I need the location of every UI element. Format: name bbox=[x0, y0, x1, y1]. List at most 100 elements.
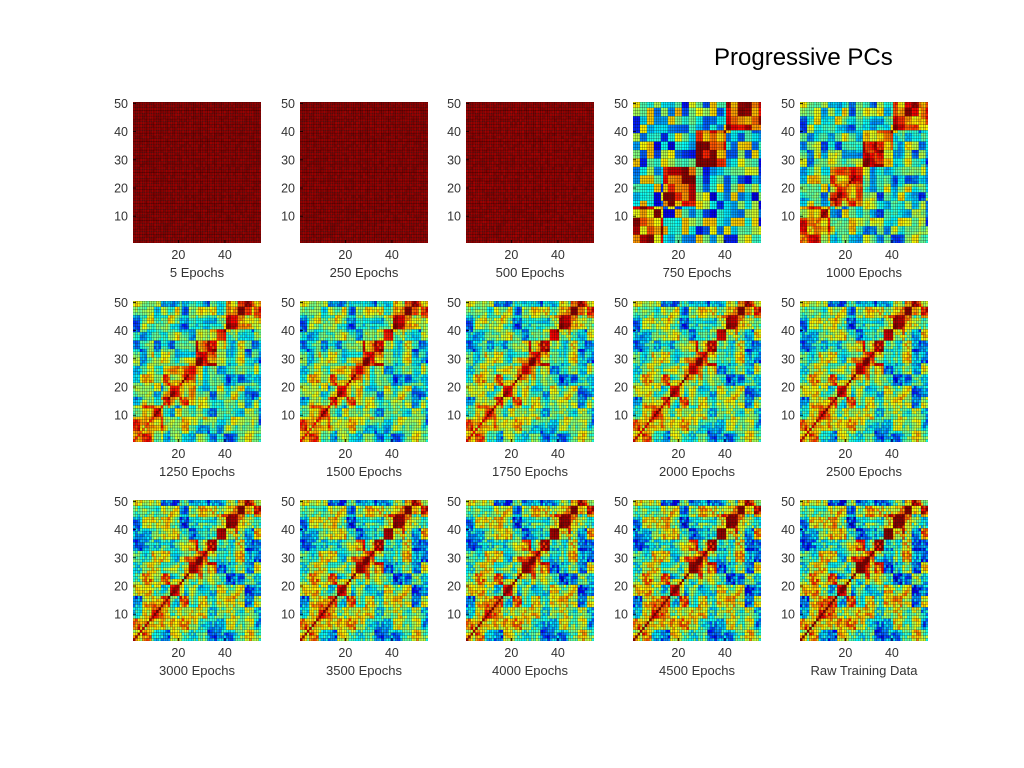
y-tick-label: 50 bbox=[114, 97, 128, 111]
heatmap-cells bbox=[800, 500, 928, 641]
y-tick-label: 20 bbox=[281, 182, 295, 196]
x-tick-label: 20 bbox=[171, 447, 185, 461]
heatmap-panel: 10 20 30 40 50 20 40 4500 Epochs bbox=[614, 495, 761, 678]
panel-caption: 1000 Epochs bbox=[826, 265, 902, 280]
x-tick-label: 20 bbox=[171, 646, 185, 660]
y-tick-label: 40 bbox=[781, 523, 795, 537]
y-tick-label: 30 bbox=[614, 153, 628, 167]
panel-caption: 1250 Epochs bbox=[159, 464, 235, 479]
y-tick-label: 10 bbox=[114, 210, 128, 224]
y-tick-label: 30 bbox=[614, 551, 628, 565]
y-tick-label: 40 bbox=[614, 324, 628, 338]
y-tick-label: 20 bbox=[781, 580, 795, 594]
heatmap-panel: 10 20 30 40 50 20 40 Raw Training Data bbox=[781, 495, 928, 678]
y-tick-label: 10 bbox=[114, 409, 128, 423]
y-tick-label: 40 bbox=[114, 324, 128, 338]
y-tick-label: 10 bbox=[614, 409, 628, 423]
y-tick-label: 50 bbox=[114, 296, 128, 310]
x-tick-label: 40 bbox=[218, 447, 232, 461]
y-tick-label: 50 bbox=[114, 495, 128, 509]
y-tick-label: 50 bbox=[614, 495, 628, 509]
y-tick-label: 20 bbox=[447, 381, 461, 395]
panel-caption: 1500 Epochs bbox=[326, 464, 402, 479]
x-tick-label: 20 bbox=[504, 447, 518, 461]
x-tick-label: 40 bbox=[551, 646, 565, 660]
y-tick-label: 40 bbox=[114, 523, 128, 537]
y-tick-label: 30 bbox=[114, 153, 128, 167]
y-tick-label: 20 bbox=[281, 381, 295, 395]
x-tick-label: 20 bbox=[838, 646, 852, 660]
y-tick-label: 40 bbox=[781, 125, 795, 139]
y-tick-label: 50 bbox=[781, 97, 795, 111]
panel-caption: 500 Epochs bbox=[496, 265, 565, 280]
x-tick-label: 40 bbox=[551, 248, 565, 262]
x-tick-label: 20 bbox=[671, 646, 685, 660]
x-tick-label: 20 bbox=[504, 248, 518, 262]
y-tick-label: 20 bbox=[114, 381, 128, 395]
y-tick-label: 10 bbox=[614, 608, 628, 622]
y-tick-label: 20 bbox=[614, 580, 628, 594]
y-tick-label: 30 bbox=[447, 153, 461, 167]
x-tick-label: 40 bbox=[718, 248, 732, 262]
heatmap-cells bbox=[133, 301, 261, 442]
panel-caption: 2000 Epochs bbox=[659, 464, 735, 479]
y-tick-label: 30 bbox=[281, 153, 295, 167]
y-tick-label: 40 bbox=[281, 125, 295, 139]
y-tick-label: 50 bbox=[781, 296, 795, 310]
heatmap-cells bbox=[300, 102, 428, 243]
heatmap-panel: 10 20 30 40 50 20 40 1500 Epochs bbox=[281, 296, 428, 479]
heatmap-cells bbox=[466, 102, 594, 243]
y-tick-label: 50 bbox=[614, 97, 628, 111]
y-tick-label: 10 bbox=[781, 608, 795, 622]
heatmap-cells bbox=[133, 500, 261, 641]
y-tick-label: 10 bbox=[781, 210, 795, 224]
y-tick-label: 20 bbox=[114, 580, 128, 594]
y-tick-label: 20 bbox=[281, 580, 295, 594]
y-tick-label: 20 bbox=[781, 182, 795, 196]
heatmap-cells bbox=[633, 102, 761, 243]
heatmap-cells bbox=[466, 500, 594, 641]
y-tick-label: 50 bbox=[614, 296, 628, 310]
x-tick-label: 40 bbox=[385, 646, 399, 660]
panel-caption: Raw Training Data bbox=[811, 663, 919, 678]
x-tick-label: 40 bbox=[218, 646, 232, 660]
heatmap-panel: 10 20 30 40 50 20 40 3000 Epochs bbox=[114, 495, 261, 678]
heatmap-panel: 10 20 30 40 50 20 40 2000 Epochs bbox=[614, 296, 761, 479]
panel-caption: 3500 Epochs bbox=[326, 663, 402, 678]
x-tick-label: 20 bbox=[671, 248, 685, 262]
x-tick-label: 20 bbox=[838, 447, 852, 461]
x-tick-label: 40 bbox=[885, 447, 899, 461]
y-tick-label: 10 bbox=[781, 409, 795, 423]
y-tick-label: 10 bbox=[114, 608, 128, 622]
y-tick-label: 50 bbox=[281, 495, 295, 509]
y-tick-label: 40 bbox=[781, 324, 795, 338]
panel-caption: 4500 Epochs bbox=[659, 663, 735, 678]
x-tick-label: 40 bbox=[718, 447, 732, 461]
x-tick-label: 20 bbox=[338, 248, 352, 262]
x-tick-label: 40 bbox=[385, 447, 399, 461]
y-tick-label: 40 bbox=[447, 125, 461, 139]
y-tick-label: 20 bbox=[114, 182, 128, 196]
heatmap-panel: 10 20 30 40 50 20 40 4000 Epochs bbox=[447, 495, 594, 678]
heatmap-panel: 10 20 30 40 50 20 40 1000 Epochs bbox=[781, 97, 928, 280]
y-tick-label: 20 bbox=[447, 182, 461, 196]
heatmap-cells bbox=[133, 102, 261, 243]
y-tick-label: 20 bbox=[614, 381, 628, 395]
heatmap-cells bbox=[300, 301, 428, 442]
x-tick-label: 20 bbox=[338, 447, 352, 461]
heatmap-cells bbox=[633, 301, 761, 442]
heatmap-panel: 10 20 30 40 50 20 40 250 Epochs bbox=[281, 97, 428, 280]
x-tick-label: 40 bbox=[718, 646, 732, 660]
panel-caption: 4000 Epochs bbox=[492, 663, 568, 678]
heatmap-cells bbox=[800, 102, 928, 243]
y-tick-label: 20 bbox=[447, 580, 461, 594]
y-tick-label: 30 bbox=[281, 551, 295, 565]
figure-title: Progressive PCs bbox=[714, 44, 893, 72]
y-tick-label: 30 bbox=[281, 352, 295, 366]
y-tick-label: 30 bbox=[781, 352, 795, 366]
heatmap-cells bbox=[800, 301, 928, 442]
x-tick-label: 40 bbox=[551, 447, 565, 461]
y-tick-label: 40 bbox=[614, 523, 628, 537]
heatmap-cells bbox=[633, 500, 761, 641]
